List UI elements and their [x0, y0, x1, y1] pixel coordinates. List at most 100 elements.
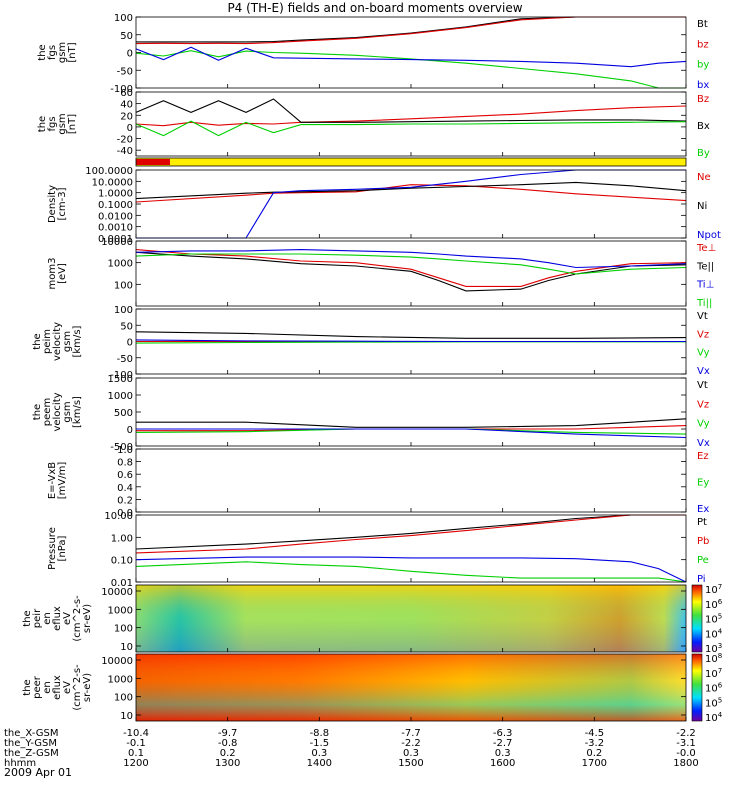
panel-5: 100 50 0 -50 -100 the peim velocity gsm [km/s] Vt V… — [32, 305, 710, 381]
y-axis-label: [mV/m] — [57, 462, 68, 500]
colorbar-tick-label: 103 — [705, 642, 722, 655]
y-axis-label: (cm^2-s- — [72, 664, 83, 711]
ephemeris-value: -7.7 — [401, 728, 421, 739]
panel-8: 10.00 1.00 0.10 0.01 Pressure [nPa] Pt Pb Pe Pi — [47, 511, 709, 589]
legend-entry: Pt — [697, 517, 707, 528]
colorbar — [691, 584, 703, 653]
legend-entry: Bt — [697, 19, 708, 30]
y-axis-label: [km/s] — [72, 396, 83, 428]
ephemeris-value: 1200 — [123, 758, 148, 769]
y-tick-label: 0 — [127, 425, 133, 436]
legend-entry: Vz — [697, 399, 709, 410]
legend-entry: Ne — [697, 172, 711, 183]
ephemeris-value: 0.3 — [311, 748, 327, 759]
legend-entry: Pi — [697, 574, 706, 585]
series-line-Pi — [135, 556, 687, 583]
y-axis-label: sr-eV) — [82, 673, 93, 702]
y-axis-label: the — [32, 333, 43, 349]
legend-entry: Ni — [697, 201, 707, 212]
plot-background — [136, 378, 686, 446]
colorbar-tick-label: 104 — [705, 627, 723, 640]
y-axis-label: [eV] — [57, 263, 68, 284]
legend-entry: Ey — [697, 478, 709, 489]
y-tick-label: 0.4 — [117, 483, 133, 494]
ephemeris-value: 0.1 — [128, 748, 144, 759]
panel-6: 1500 1000 500 0 -500 the peem velocity gsm [km/s]… — [32, 374, 710, 453]
ephemeris-value: 0.2 — [220, 748, 236, 759]
y-tick-label: 10 — [120, 711, 133, 722]
series-line-Ti⊥ — [135, 249, 687, 269]
plot-background — [136, 170, 686, 238]
series-line-Vx — [135, 339, 686, 343]
y-tick-label: -50 — [117, 66, 133, 77]
colorbar-tick-label: 106 — [705, 598, 723, 611]
y-axis-label: peem — [42, 398, 53, 426]
legend-entry: Vt — [697, 311, 708, 322]
ephemeris-value: -0.0 — [676, 748, 696, 759]
date-label: 2009 Apr 01 — [4, 766, 72, 779]
y-axis-label: fgs — [47, 116, 58, 131]
series-line-Vt — [135, 331, 687, 339]
y-tick-label: 10000 — [101, 587, 133, 598]
series-line-Ne — [135, 184, 687, 203]
legend-entry: Te|| — [696, 261, 714, 272]
legend-entry: Te⊥ — [696, 243, 716, 254]
series-line-Ni — [135, 181, 687, 200]
y-tick-label: -100 — [110, 84, 133, 95]
legend-entry: Vy — [697, 419, 710, 430]
time-axis: -10.4-0.10.11200-9.7-0.80.21300-8.8-1.50… — [4, 84, 699, 769]
y-tick-label: 0 — [127, 49, 133, 60]
series-line-Ti|| — [135, 253, 687, 275]
ephemeris-value: 1500 — [398, 758, 423, 769]
ephemeris-value: 1600 — [490, 758, 515, 769]
y-axis-label: eflux — [52, 606, 63, 631]
ephemeris-value: 1700 — [582, 758, 607, 769]
y-axis-label: peim — [42, 329, 53, 354]
figure-title: P4 (TH-E) fields and on-board moments ov… — [227, 1, 522, 15]
y-axis-label: gsm — [57, 42, 68, 63]
y-tick-label: 0.01 — [111, 578, 133, 589]
plot-background — [136, 449, 686, 512]
y-tick-label: -40 — [117, 146, 133, 157]
ephemeris-value: -6.3 — [493, 728, 513, 739]
y-tick-label: 20 — [120, 111, 133, 122]
legend-entry: Ex — [697, 504, 709, 515]
series-line-bx — [135, 46, 687, 68]
panel-0: 100 50 0 -50 -100 the fgs gsm [nT] Bt bz by bx — [37, 13, 709, 95]
y-tick-label: 0.2 — [117, 495, 133, 506]
y-tick-label: 500 — [114, 408, 133, 419]
y-axis-label: [km/s] — [72, 325, 83, 357]
ephemeris-value: -0.8 — [218, 738, 238, 749]
legend-entry: Vy — [697, 348, 710, 359]
y-axis-label: Density — [47, 185, 58, 223]
series-line-By — [135, 120, 687, 137]
panel-2 — [135, 157, 687, 167]
status-bar-yellow — [136, 158, 686, 166]
status-bar-frame — [135, 157, 687, 167]
y-tick-label: 0.8 — [117, 458, 133, 469]
y-axis-label: velocity — [52, 392, 63, 431]
y-axis-label: (cm^2-s- — [72, 595, 83, 642]
y-axis-label: gsm — [62, 331, 73, 352]
legend-entry: Vx — [697, 438, 710, 449]
ephemeris-value: -4.5 — [585, 728, 605, 739]
y-tick-label: 100 — [114, 13, 133, 24]
y-tick-label: 1000 — [108, 605, 133, 616]
ephemeris-label: the_Z-GSM — [4, 748, 59, 759]
y-axis-label: the — [37, 44, 48, 60]
y-axis-label: velocity — [52, 322, 63, 361]
y-tick-label: 0.1000 — [98, 200, 133, 211]
ephemeris-value: 1400 — [307, 758, 332, 769]
ephemeris-value: -3.2 — [585, 738, 605, 749]
ephemeris-value: -3.1 — [676, 738, 696, 749]
ephemeris-value: -0.1 — [126, 738, 146, 749]
y-tick-label: 100 — [114, 624, 133, 635]
legend-entry: Ti|| — [696, 298, 712, 309]
ephemeris-value: 0.3 — [403, 748, 419, 759]
y-axis-label: fgs — [47, 45, 58, 60]
spectrogram-shade — [136, 585, 686, 652]
y-axis-label: [nPa] — [57, 535, 68, 561]
series-line-Bz — [135, 105, 687, 127]
